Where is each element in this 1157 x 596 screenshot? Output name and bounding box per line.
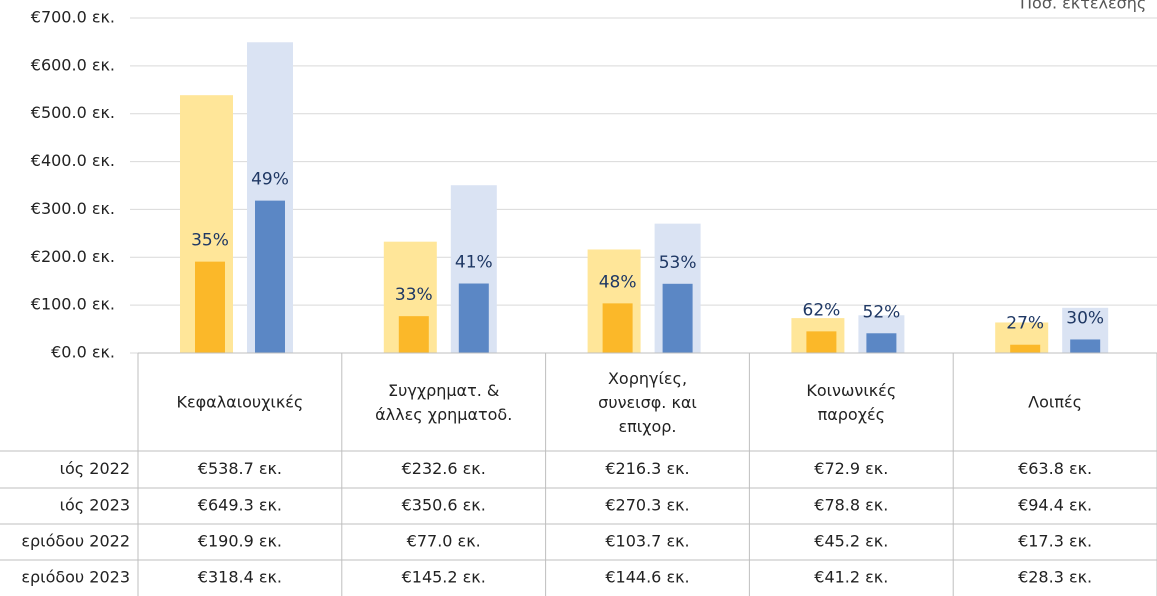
ratio-label: 53%: [659, 253, 697, 273]
table-cell: €190.9 εκ.: [198, 532, 282, 551]
category-label: Λοιπές: [1028, 393, 1082, 412]
table-cell: €103.7 εκ.: [605, 532, 689, 551]
table-cell: €145.2 εκ.: [402, 568, 486, 587]
bar: [866, 333, 897, 353]
y-tick-label: €700.0 εκ.: [31, 8, 115, 27]
ratio-label: 49%: [251, 170, 289, 190]
category-label: Χορηγίες, συνεισφ. και επιχορ.: [598, 369, 697, 436]
table-cell: €78.8 εκ.: [814, 496, 888, 515]
table-cell: €649.3 εκ.: [198, 496, 282, 515]
y-tick-label: €300.0 εκ.: [31, 199, 115, 218]
y-tick-label: €600.0 εκ.: [31, 55, 115, 74]
table-cell: €77.0 εκ.: [407, 532, 481, 551]
category-label: Κοινωνικές παροχές: [806, 381, 896, 424]
bar: [602, 303, 633, 353]
row-label: ιός 2023: [60, 496, 130, 515]
table-cell: €318.4 εκ.: [198, 568, 282, 587]
table-cell: €350.6 εκ.: [402, 496, 486, 515]
table-cell: €538.7 εκ.: [198, 459, 282, 478]
ratio-label: 30%: [1066, 308, 1104, 328]
table-cell: €45.2 εκ.: [814, 532, 888, 551]
ratio-label: 33%: [395, 285, 433, 305]
table-cell: €232.6 εκ.: [402, 459, 486, 478]
bar: [662, 283, 693, 353]
table-cell: €270.3 εκ.: [605, 496, 689, 515]
y-tick-label: €500.0 εκ.: [31, 103, 115, 122]
bar: [458, 283, 489, 353]
table-cell: €41.2 εκ.: [814, 568, 888, 587]
category-label: Κεφαλαιουχικές: [176, 393, 303, 412]
y-tick-label: €200.0 εκ.: [31, 247, 115, 266]
table-cell: €94.4 εκ.: [1018, 496, 1092, 515]
ratio-label: 48%: [599, 272, 637, 292]
ratio-label: 41%: [455, 253, 493, 273]
category-label: Συγχρηματ. & άλλες χρηματοδ.: [375, 381, 512, 424]
corner-text: Ποσ. εκτέλεσης: [1020, 0, 1146, 13]
table-cell: €28.3 εκ.: [1018, 568, 1092, 587]
bar: [1070, 339, 1101, 353]
ratio-label: 27%: [1006, 314, 1044, 334]
ratio-label: 62%: [803, 300, 841, 320]
y-tick-label: €0.0 εκ.: [51, 343, 115, 362]
bar: [398, 316, 429, 353]
y-tick-label: €100.0 εκ.: [31, 295, 115, 314]
ratio-label: 35%: [191, 231, 229, 251]
y-tick-label: €400.0 εκ.: [31, 151, 115, 170]
bar: [1010, 344, 1041, 353]
row-label: ιός 2022: [60, 459, 130, 478]
row-label: εριόδου 2022: [21, 532, 130, 551]
table-cell: €17.3 εκ.: [1018, 532, 1092, 551]
ratio-label: 52%: [863, 302, 901, 322]
bar: [255, 200, 285, 353]
bar: [806, 331, 837, 353]
table-cell: €63.8 εκ.: [1018, 459, 1092, 478]
table-cell: €216.3 εκ.: [605, 459, 689, 478]
row-label: εριόδου 2023: [21, 568, 130, 587]
table-cell: €72.9 εκ.: [814, 459, 888, 478]
table-cell: €144.6 εκ.: [605, 568, 689, 587]
bar: [195, 261, 225, 353]
